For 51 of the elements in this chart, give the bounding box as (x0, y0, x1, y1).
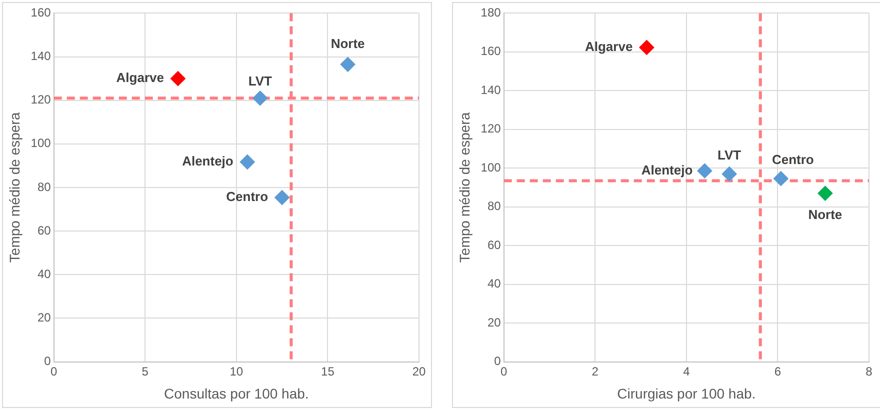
point (252, 90, 268, 106)
point (697, 163, 712, 178)
y-tick-label: 100 (480, 160, 502, 174)
x-tick-label: 10 (230, 364, 244, 378)
point (170, 71, 186, 86)
annotation: Norte (330, 36, 365, 51)
point (818, 186, 833, 201)
x-tick-label: 15 (321, 364, 335, 378)
annotation: LVT (718, 148, 742, 163)
annotation: Centro (772, 152, 814, 168)
y-tick-label: 20 (487, 315, 502, 330)
y-tick-label: 40 (37, 266, 52, 281)
y-tick-label: 160 (30, 6, 52, 20)
x-axis-title: Cirurgias por 100 hab. (617, 385, 756, 402)
y-tick-label: 80 (487, 199, 502, 214)
y-tick-label: 80 (37, 180, 52, 194)
y-tick-label: 60 (37, 223, 52, 238)
y-tick-label: 40 (487, 276, 502, 291)
annotation: Alentejo (641, 162, 693, 178)
y-tick-label: 180 (480, 6, 502, 20)
y-tick-label: 100 (30, 136, 52, 150)
y-tick-label: 60 (487, 238, 502, 252)
x-tick-label: 8 (866, 364, 873, 378)
x-tick-label: 20 (412, 364, 426, 378)
point (722, 166, 737, 182)
y-tick-label: 140 (480, 82, 502, 97)
y-axis-title: Tempo médio de espera (6, 112, 22, 263)
x-tick-label: 4 (683, 364, 690, 378)
y-tick-label: 120 (30, 92, 52, 107)
point (639, 40, 654, 55)
x-tick-label: 5 (142, 364, 149, 378)
point (274, 190, 290, 206)
x-axis-title: Consultas por 100 hab. (164, 385, 309, 402)
y-tick-label: 0 (494, 354, 502, 368)
point (240, 154, 255, 170)
point (340, 56, 356, 72)
y-tick-label: 20 (37, 310, 52, 325)
annotation: Algarve (116, 70, 164, 86)
annotation: Algarve (584, 39, 633, 54)
y-tick-label: 120 (480, 122, 502, 136)
y-tick-label: 160 (480, 44, 502, 58)
x-tick-label: 6 (774, 364, 782, 378)
y-axis-title: Tempo médio de espera (456, 112, 472, 263)
annotation: Centro (226, 189, 268, 204)
annotation: LVT (248, 74, 272, 89)
y-tick-label: 140 (30, 49, 52, 64)
x-tick-label: 2 (592, 364, 599, 378)
point (773, 171, 788, 186)
annotation: Alentejo (182, 154, 234, 169)
y-tick-label: 0 (44, 354, 52, 368)
annotation: Norte (808, 206, 842, 222)
